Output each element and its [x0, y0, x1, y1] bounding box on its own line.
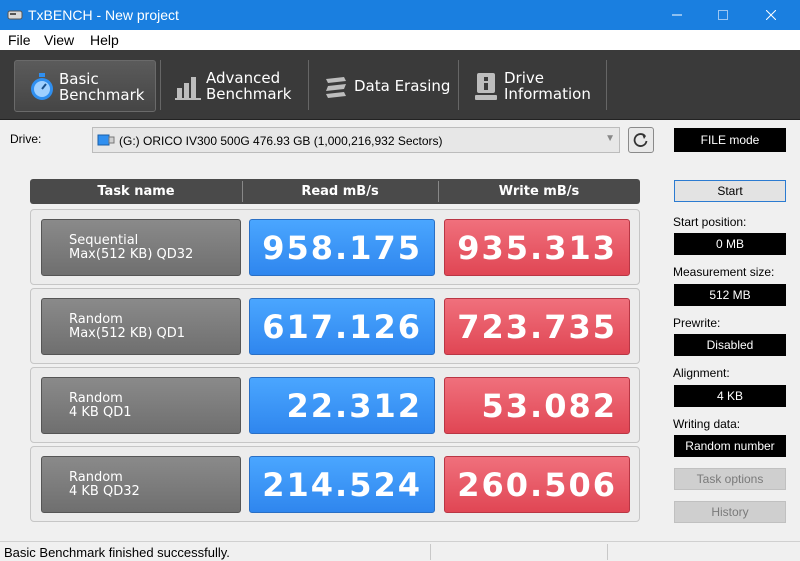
drive-select-value: (G:) ORICO IV300 500G 476.93 GB (1,000,2…	[119, 134, 443, 148]
result-row: Random 4 KB QD1 22.312 53.082	[30, 367, 640, 443]
status-divider	[430, 544, 431, 560]
header-divider	[242, 181, 243, 202]
result-row: Random Max(512 KB) QD1 617.126 723.735	[30, 288, 640, 364]
usb-drive-icon	[97, 134, 115, 146]
read-value: 22.312	[249, 377, 435, 434]
tab-label-line1: Basic	[59, 70, 99, 88]
task-button[interactable]: Random 4 KB QD1	[41, 377, 241, 434]
start-position-value[interactable]: 0 MB	[674, 233, 786, 255]
task-button[interactable]: Random Max(512 KB) QD1	[41, 298, 241, 355]
task-options-button[interactable]: Task options	[674, 468, 786, 490]
writing-data-label: Writing data:	[673, 417, 741, 431]
header-read: Read mB/s	[301, 184, 379, 199]
tab-label-line2: Benchmark	[206, 85, 292, 103]
close-icon	[766, 10, 776, 20]
start-button[interactable]: Start	[674, 180, 786, 202]
tab-advanced-benchmark[interactable]: Advanced Benchmark	[162, 60, 304, 112]
header-write: Write mB/s	[498, 184, 580, 199]
menu-bar: File View Help	[0, 30, 800, 50]
close-button[interactable]	[748, 0, 794, 30]
menu-file[interactable]: File	[8, 32, 31, 48]
task-name-line2: Max(512 KB) QD1	[69, 326, 186, 341]
bar-chart-icon	[175, 77, 201, 100]
tab-label-line2: Benchmark	[59, 86, 145, 104]
toolbar-divider	[160, 60, 161, 110]
result-row: Sequential Max(512 KB) QD32 958.175 935.…	[30, 209, 640, 285]
read-value: 958.175	[249, 219, 435, 276]
tab-label-line1: Drive	[504, 69, 544, 87]
read-value: 617.126	[249, 298, 435, 355]
refresh-button[interactable]	[628, 127, 654, 153]
drive-label: Drive:	[10, 132, 42, 146]
title-bar: TxBENCH - New project	[0, 0, 800, 30]
results-header: Task name Read mB/s Write mB/s	[30, 179, 640, 204]
toolbar-divider	[606, 60, 607, 110]
drive-select[interactable]: (G:) ORICO IV300 500G 476.93 GB (1,000,2…	[92, 127, 620, 153]
maximize-button[interactable]	[700, 0, 746, 30]
status-divider	[607, 544, 608, 560]
write-value: 723.735	[444, 298, 630, 355]
chevron-down-icon: ▼	[605, 133, 615, 144]
measurement-size-label: Measurement size:	[673, 265, 775, 279]
tab-label: Data Erasing	[354, 77, 451, 95]
write-value: 53.082	[444, 377, 630, 434]
refresh-icon	[633, 133, 648, 147]
task-name-line1: Sequential	[69, 233, 139, 248]
menu-view[interactable]: View	[44, 32, 75, 48]
task-name-line1: Random	[69, 391, 123, 406]
tab-label-line1: Advanced	[206, 69, 281, 87]
task-button[interactable]: Sequential Max(512 KB) QD32	[41, 219, 241, 276]
history-button[interactable]: History	[674, 501, 786, 523]
prewrite-label: Prewrite:	[673, 316, 721, 330]
status-bar: Basic Benchmark finished successfully.	[0, 541, 800, 561]
stopwatch-icon	[31, 73, 53, 100]
app-icon	[7, 10, 23, 20]
toolbar-divider	[308, 60, 309, 110]
task-name-line1: Random	[69, 470, 123, 485]
toolbar-divider	[458, 60, 459, 110]
tab-drive-information[interactable]: Drive Information	[460, 60, 604, 112]
prewrite-value[interactable]: Disabled	[674, 334, 786, 356]
toolbar: Basic Benchmark Advanced Benchmark Data …	[0, 50, 800, 120]
tab-data-erasing[interactable]: Data Erasing	[310, 60, 454, 112]
alignment-label: Alignment:	[673, 366, 730, 380]
mode-indicator: FILE mode	[674, 128, 786, 152]
task-name-line1: Random	[69, 312, 123, 327]
read-value: 214.524	[249, 456, 435, 513]
eraser-icon	[326, 77, 346, 98]
header-task-name: Task name	[97, 184, 175, 199]
header-divider	[438, 181, 439, 202]
status-text: Basic Benchmark finished successfully.	[4, 545, 230, 560]
write-value: 260.506	[444, 456, 630, 513]
maximize-icon	[718, 10, 728, 20]
task-name-line2: Max(512 KB) QD32	[69, 247, 194, 262]
task-name-line2: 4 KB QD1	[69, 405, 132, 420]
measurement-size-value[interactable]: 512 MB	[674, 284, 786, 306]
minimize-icon	[672, 14, 682, 16]
tab-label-line2: Information	[504, 85, 591, 103]
task-button[interactable]: Random 4 KB QD32	[41, 456, 241, 513]
task-name-line2: 4 KB QD32	[69, 484, 140, 499]
write-value: 935.313	[444, 219, 630, 276]
tab-basic-benchmark[interactable]: Basic Benchmark	[14, 60, 156, 112]
start-position-label: Start position:	[673, 215, 747, 229]
drive-info-icon	[475, 73, 497, 100]
result-row: Random 4 KB QD32 214.524 260.506	[30, 446, 640, 522]
alignment-value[interactable]: 4 KB	[674, 385, 786, 407]
window-title: TxBENCH - New project	[28, 7, 179, 23]
menu-help[interactable]: Help	[90, 32, 119, 48]
writing-data-value[interactable]: Random number	[674, 435, 786, 457]
minimize-button[interactable]	[654, 0, 700, 30]
